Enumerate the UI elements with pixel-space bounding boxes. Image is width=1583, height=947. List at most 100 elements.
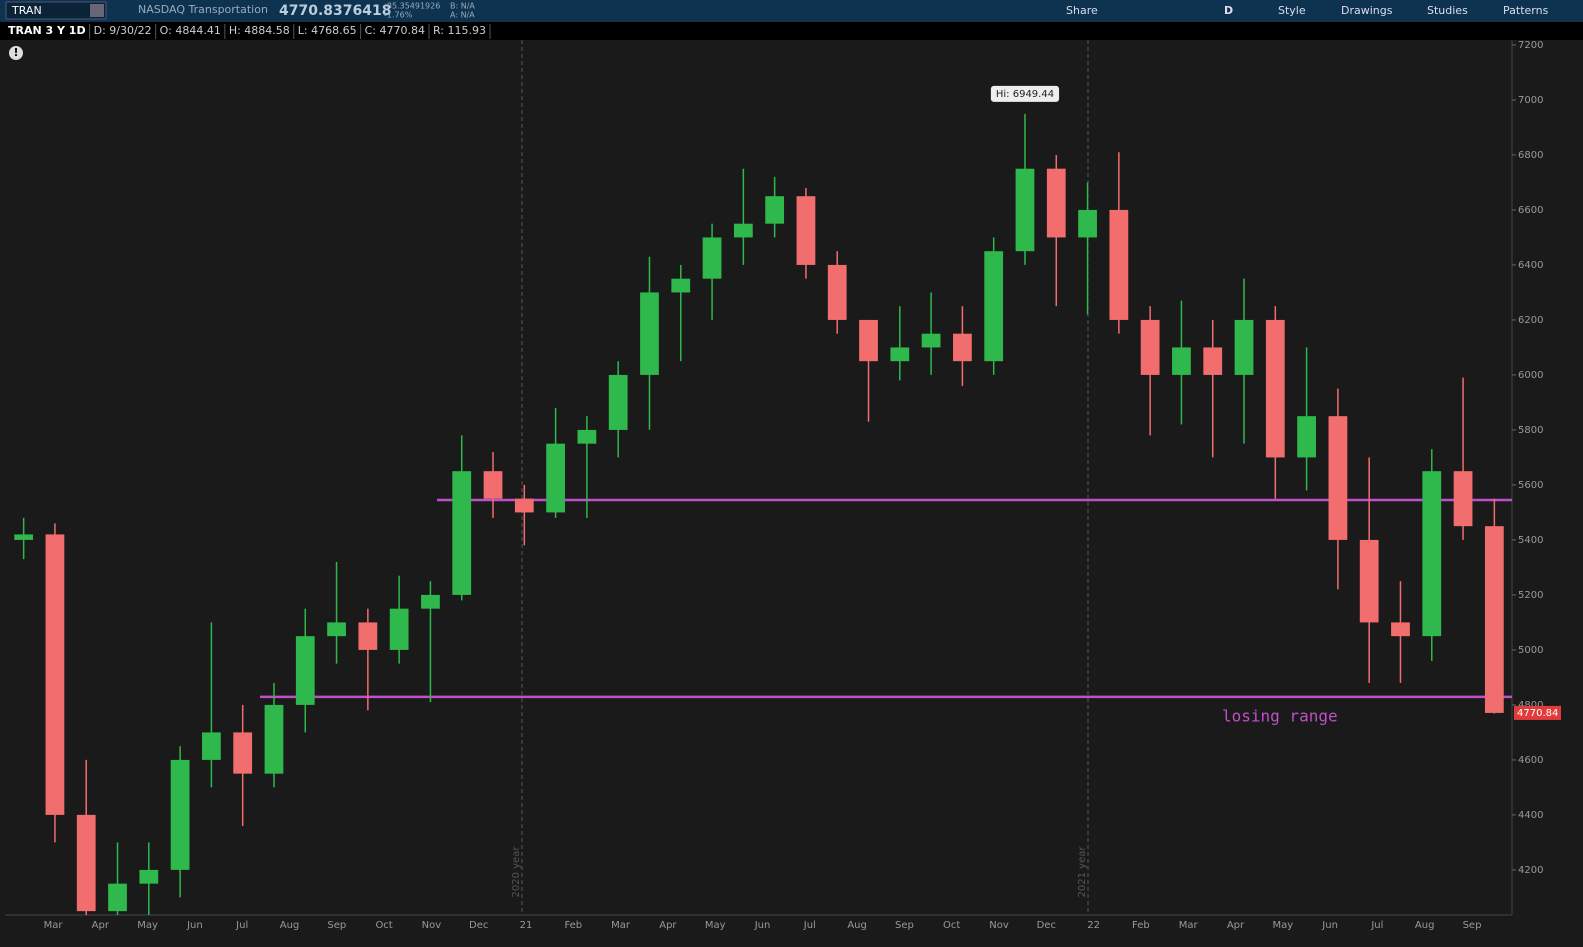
candle-body [295, 636, 315, 705]
patterns-button[interactable]: Patterns [1503, 4, 1549, 17]
candle-body [796, 196, 816, 265]
candle-body [890, 347, 910, 362]
last-price-label: 4770.84 [1517, 708, 1558, 719]
candle-body [202, 732, 221, 760]
x-tick-label: Apr [1227, 920, 1245, 931]
candle-body [702, 237, 722, 279]
candle-body [233, 732, 253, 774]
x-tick-label: Feb [564, 920, 582, 931]
x-tick-label: Mar [44, 920, 64, 931]
price-axis [1512, 40, 1583, 947]
x-tick-label: Apr [659, 920, 677, 931]
info-field: L: 4768.65 [298, 24, 357, 37]
share-button[interactable]: Share [1066, 4, 1098, 17]
candle-body [921, 333, 941, 348]
candle-body [139, 869, 159, 884]
x-tick-label: Jun [1321, 920, 1338, 931]
candle-body [733, 223, 753, 238]
description: NASDAQ Transportation [138, 3, 268, 16]
y-tick-label: 7000 [1518, 95, 1543, 106]
y-tick-label: 6000 [1518, 370, 1543, 381]
alert-icon-mark[interactable]: ! [13, 46, 18, 59]
candle-body [108, 883, 127, 912]
last-price: 4770.8376418 [279, 3, 391, 19]
year-label: 2021 year [1077, 846, 1088, 898]
high-label-box [990, 85, 1060, 102]
last-price-tag [1514, 705, 1561, 720]
candle-body [1422, 471, 1442, 637]
bid: B: N/A [450, 2, 475, 11]
x-tick-label: Sep [895, 920, 914, 931]
y-tick-label: 5000 [1518, 645, 1543, 656]
y-tick-label: 4400 [1518, 810, 1543, 821]
info-field: O: 4844.41 [160, 24, 221, 37]
candle-body [1015, 168, 1035, 252]
symbol-dropdown[interactable] [90, 4, 104, 17]
x-tick-label: May [137, 920, 158, 931]
candle-body [765, 196, 785, 224]
candle-body [1172, 347, 1191, 375]
annotation: losing range [1222, 707, 1338, 726]
x-tick-label: Jun [754, 920, 771, 931]
info-field: C: 4770.84 [365, 24, 425, 37]
symbol-box[interactable] [5, 1, 107, 20]
candle-body [452, 471, 472, 595]
y-tick-label: 5600 [1518, 480, 1543, 491]
alert-icon[interactable] [9, 46, 23, 60]
studies-button[interactable]: Studies [1427, 4, 1468, 17]
x-tick-label: 21 [520, 920, 533, 931]
candle-body [1297, 416, 1316, 458]
candle-body [546, 443, 565, 513]
candle-body [170, 759, 190, 870]
candle-body [389, 608, 409, 650]
y-tick-label: 7200 [1518, 40, 1543, 51]
candle-body [76, 814, 96, 912]
style-button[interactable]: Style [1278, 4, 1306, 17]
candle-body [14, 534, 34, 540]
candle-body [1234, 319, 1254, 375]
y-tick-label: 4800 [1518, 700, 1543, 711]
plot-area [14, 40, 1512, 915]
y-tick-label: 4600 [1518, 755, 1543, 766]
x-tick-label: Jul [1370, 920, 1383, 931]
drawings-button[interactable]: Drawings [1341, 4, 1393, 17]
candle-body [358, 622, 378, 650]
candle-body [608, 374, 628, 430]
candle-body [514, 498, 534, 513]
year-label: 2020 year [511, 846, 522, 898]
ask: A: N/A [450, 11, 475, 20]
candle-body [827, 264, 847, 320]
change: -85.35491926 [384, 2, 440, 11]
info-bar [0, 22, 1583, 40]
candle-body [1140, 319, 1160, 375]
x-tick-label: Aug [1415, 920, 1435, 931]
y-tick-label: 5200 [1518, 590, 1543, 601]
candle-body [327, 622, 346, 637]
y-tick-label: 5800 [1518, 425, 1543, 436]
info-field: R: 115.93 [433, 24, 486, 37]
x-tick-label: Jul [235, 920, 248, 931]
candle-body [859, 319, 878, 362]
info-field: TRAN 3 Y 1D [8, 24, 86, 37]
x-tick-label: Oct [943, 920, 960, 931]
candle-body [45, 534, 65, 815]
candle-body [1078, 209, 1097, 238]
x-tick-label: Jun [186, 920, 203, 931]
toolbar [0, 0, 1583, 22]
aggregation-button[interactable]: D [1224, 4, 1233, 17]
x-tick-label: Aug [280, 920, 300, 931]
candle-body [1046, 168, 1066, 238]
x-tick-label: Mar [1179, 920, 1199, 931]
symbol[interactable]: TRAN [11, 4, 42, 17]
candle-body [984, 251, 1004, 362]
candle-body [1265, 319, 1285, 458]
candle-body [1453, 471, 1473, 527]
y-tick-label: 4200 [1518, 865, 1543, 876]
change-pct: -1.76% [384, 11, 413, 20]
candle-body [1484, 526, 1504, 713]
candle-body [671, 278, 691, 293]
x-tick-label: Jul [803, 920, 816, 931]
x-tick-label: Nov [989, 920, 1009, 931]
x-tick-label: Oct [375, 920, 392, 931]
